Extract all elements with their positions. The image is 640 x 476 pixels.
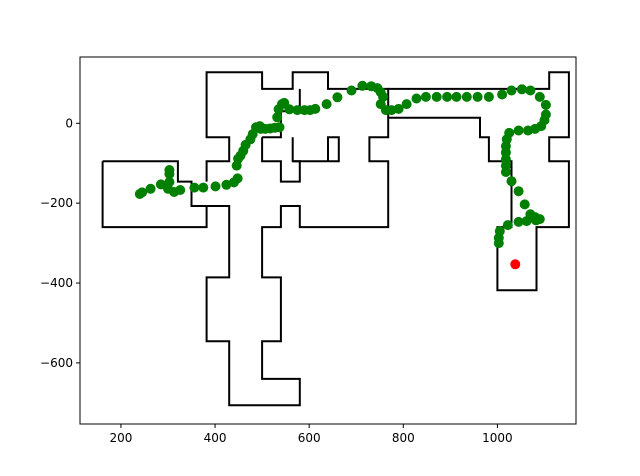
path-point <box>292 105 303 116</box>
path-point <box>513 125 524 136</box>
path-point <box>137 187 148 198</box>
path-point <box>198 182 209 193</box>
path-point <box>221 179 232 190</box>
path-point <box>145 183 156 194</box>
plot-frame <box>79 56 577 425</box>
path-point <box>497 89 508 100</box>
y-tick-label: −400 <box>40 276 73 290</box>
wall-segment-0 <box>101 160 208 229</box>
path-point <box>521 216 532 227</box>
path-point <box>189 182 200 193</box>
path-point <box>442 91 453 102</box>
path-point <box>516 84 527 95</box>
x-tick-label: 400 <box>204 431 227 445</box>
path-point <box>401 99 412 110</box>
x-axis-ticks: 200 400 600 800 1000 <box>109 424 513 445</box>
path-point <box>393 103 404 114</box>
path-points <box>134 80 551 249</box>
path-point <box>272 112 283 123</box>
target-point <box>510 259 521 270</box>
path-point <box>513 216 524 227</box>
path-point <box>506 85 517 96</box>
path-point <box>321 99 332 110</box>
path-point <box>420 91 431 102</box>
wall-segment-4 <box>261 137 301 183</box>
path-point <box>523 125 533 136</box>
path-point <box>506 176 517 187</box>
path-point <box>540 99 551 110</box>
path-point <box>493 238 504 249</box>
x-tick-label: 600 <box>298 431 321 445</box>
path-point <box>357 80 368 91</box>
x-tick-label: 200 <box>109 431 132 445</box>
y-axis-ticks: 0 −200 −400 −600 <box>40 116 80 370</box>
path-point <box>519 199 530 210</box>
path-point <box>411 93 422 104</box>
path-point <box>232 173 243 184</box>
y-tick-label: −600 <box>40 356 73 370</box>
path-point <box>461 91 472 102</box>
path-point <box>175 185 186 195</box>
path-point <box>500 167 511 177</box>
y-tick-label: −200 <box>40 196 73 210</box>
path-point <box>274 122 285 133</box>
path-point <box>164 169 175 179</box>
target-marker <box>510 259 521 270</box>
path-point <box>502 220 513 231</box>
path-point <box>531 215 541 226</box>
path-point <box>472 91 483 102</box>
path-point <box>525 85 536 96</box>
path-point <box>310 103 321 114</box>
y-tick-label: 0 <box>65 116 73 130</box>
wall-segment-1 <box>205 71 390 407</box>
path-point <box>431 91 442 102</box>
path-point <box>284 104 295 115</box>
path-point <box>483 91 494 102</box>
x-tick-label: 800 <box>392 431 415 445</box>
path-point <box>210 181 221 192</box>
path-point <box>332 92 343 103</box>
x-tick-label: 1000 <box>482 431 513 445</box>
path-point <box>513 186 524 197</box>
path-point <box>451 91 462 102</box>
path-point <box>534 91 545 102</box>
path-point <box>346 85 357 96</box>
wall-segment-2 <box>388 71 570 292</box>
